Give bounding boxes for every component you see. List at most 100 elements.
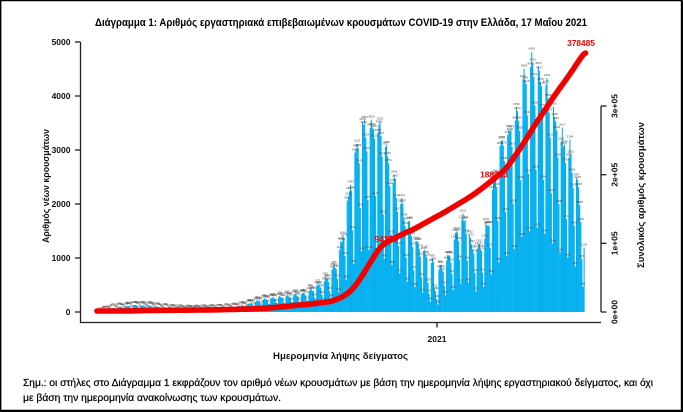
svg-text:212: 212 [304,295,309,299]
svg-text:1192: 1192 [581,242,588,246]
svg-text:1980: 1980 [576,200,583,204]
svg-text:376: 376 [474,287,479,291]
svg-text:63: 63 [122,303,126,307]
svg-text:388: 388 [307,286,312,290]
svg-text:117: 117 [126,301,131,305]
svg-text:642: 642 [419,272,424,276]
svg-text:99: 99 [119,302,123,306]
svg-text:31: 31 [191,305,195,309]
svg-text:320: 320 [285,290,290,294]
svg-text:1000: 1000 [52,253,71,263]
svg-text:442: 442 [319,283,324,287]
svg-text:1359: 1359 [482,233,489,237]
svg-text:62: 62 [208,304,212,308]
svg-text:38: 38 [146,305,150,309]
svg-text:54: 54 [185,304,189,308]
svg-text:1158: 1158 [470,244,477,248]
svg-text:339: 339 [294,289,299,293]
svg-text:Συνολικός αριθμός κρουσμάτων: Συνολικός αριθμός κρουσμάτων [636,122,646,268]
svg-text:461: 461 [412,282,417,286]
svg-text:2063: 2063 [344,195,351,199]
svg-text:2e+05: 2e+05 [610,162,620,186]
svg-text:187: 187 [257,297,262,301]
svg-text:37: 37 [103,305,107,309]
svg-text:98: 98 [234,302,238,306]
svg-text:121: 121 [141,300,146,304]
svg-text:2073: 2073 [365,195,372,199]
svg-text:65: 65 [173,303,177,307]
svg-text:2635: 2635 [533,165,540,169]
svg-text:1009: 1009 [424,252,431,256]
svg-text:1470: 1470 [454,227,461,231]
svg-text:212: 212 [254,295,259,299]
svg-text:45: 45 [221,304,225,308]
svg-text:160: 160 [249,298,254,302]
svg-text:4541: 4541 [527,62,534,66]
svg-text:3276: 3276 [504,130,511,134]
svg-text:3113: 3113 [354,139,361,143]
svg-text:3064: 3064 [560,141,567,145]
svg-text:49: 49 [197,304,201,308]
svg-text:719: 719 [473,268,478,272]
svg-text:1319: 1319 [413,236,420,240]
svg-text:490: 490 [318,280,323,284]
svg-text:1102: 1102 [557,247,564,251]
svg-text:58: 58 [186,304,190,308]
svg-text:312: 312 [320,290,325,294]
svg-text:33: 33 [183,305,187,309]
svg-text:726: 726 [480,268,485,272]
svg-text:87: 87 [116,302,120,306]
svg-text:1295: 1295 [415,237,422,241]
svg-text:3078: 3078 [500,141,507,145]
svg-text:1055: 1055 [423,250,430,254]
svg-text:560: 560 [326,277,331,281]
svg-text:2387: 2387 [390,178,397,182]
svg-text:1216: 1216 [475,241,482,245]
svg-text:116: 116 [142,301,147,305]
svg-text:2763: 2763 [562,158,569,162]
svg-text:101: 101 [117,301,122,305]
svg-text:3257: 3257 [378,131,385,135]
svg-text:20: 20 [108,306,112,310]
svg-text:66: 66 [220,303,224,307]
svg-text:4178: 4178 [538,81,545,85]
svg-text:75: 75 [159,303,163,307]
svg-text:49: 49 [188,304,192,308]
svg-text:1462: 1462 [452,228,459,232]
svg-text:93: 93 [157,302,161,306]
svg-text:1191: 1191 [487,243,494,247]
svg-text:3525: 3525 [377,117,384,121]
svg-text:770: 770 [411,265,416,269]
svg-text:318: 318 [291,290,296,294]
svg-text:1209: 1209 [409,242,416,246]
svg-text:865: 865 [332,260,337,264]
svg-text:4207: 4207 [543,80,550,84]
svg-text:91: 91 [151,302,155,306]
svg-text:171: 171 [281,298,286,302]
svg-text:3073: 3073 [497,141,504,145]
svg-text:217: 217 [255,295,260,299]
svg-text:52: 52 [229,304,233,308]
svg-text:1311: 1311 [338,236,345,240]
svg-text:3229: 3229 [363,132,370,136]
svg-text:329: 329 [299,289,304,293]
svg-text:32: 32 [198,305,202,309]
svg-text:1432: 1432 [466,230,473,234]
svg-text:74: 74 [228,303,232,307]
svg-text:41: 41 [104,305,108,309]
svg-text:2467: 2467 [392,174,399,178]
svg-text:154: 154 [247,299,252,303]
svg-text:96: 96 [232,302,236,306]
svg-text:34: 34 [123,305,127,309]
svg-text:3553: 3553 [361,115,368,119]
svg-text:40: 40 [105,305,109,309]
svg-text:867: 867 [439,260,444,264]
svg-text:68: 68 [145,303,149,307]
svg-text:63: 63 [203,303,207,307]
svg-text:Ημερομηνία λήψης δείγματος: Ημερομηνία λήψης δείγματος [273,351,408,362]
svg-text:437: 437 [308,283,313,287]
svg-text:713: 713 [397,268,402,272]
svg-text:3363: 3363 [554,125,561,129]
svg-text:1607: 1607 [484,220,491,224]
svg-text:275: 275 [271,292,276,296]
